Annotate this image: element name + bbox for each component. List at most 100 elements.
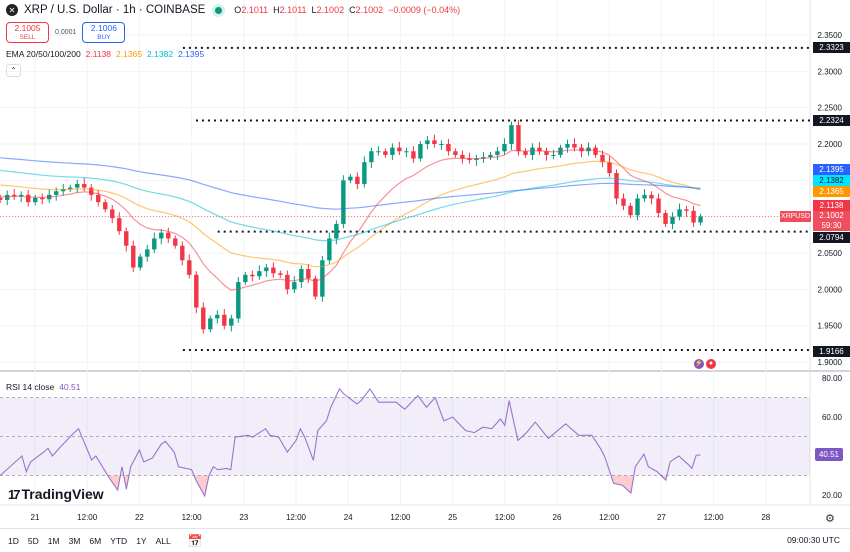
clock-utc[interactable]: 09:00:30 UTC bbox=[787, 535, 840, 545]
tradingview-logo[interactable]: 17 TradingView bbox=[8, 486, 104, 502]
candle-body bbox=[453, 151, 458, 155]
time-tick-label: 12:00 bbox=[77, 513, 98, 522]
candle-body bbox=[355, 176, 360, 184]
candle-body bbox=[460, 154, 465, 159]
time-tick-label: 26 bbox=[552, 513, 562, 522]
rsi-legend[interactable]: RSI 14 close 40.51 bbox=[6, 382, 80, 392]
ema100-line bbox=[0, 169, 701, 242]
candle-body bbox=[180, 245, 185, 261]
candle-body bbox=[89, 187, 94, 195]
ema200-line bbox=[0, 157, 701, 210]
range-all[interactable]: ALL bbox=[155, 535, 171, 546]
candle-body bbox=[208, 318, 213, 330]
range-ytd[interactable]: YTD bbox=[110, 535, 128, 546]
chart-canvas[interactable]: 2.3500 2.3000 2.2500 2.2000 2.0500 2.0000 1.95… bbox=[0, 0, 850, 528]
candle-body bbox=[145, 249, 150, 257]
range-5d[interactable]: 5D bbox=[27, 535, 39, 546]
rsi-value-badge: 40.51 bbox=[815, 448, 843, 461]
candle-body bbox=[390, 147, 395, 155]
candle-body bbox=[33, 197, 38, 203]
candle-body bbox=[313, 278, 318, 297]
bar-countdown: 59:30 bbox=[821, 221, 842, 230]
price-tick-label: 1.9500 bbox=[818, 322, 843, 331]
candle-body bbox=[474, 158, 479, 160]
time-tick-label: 12:00 bbox=[494, 513, 515, 522]
symbol-header: ✕ XRP / U.S. Dollar · 1h · COINBASE O2.1… bbox=[6, 4, 460, 16]
settings-gear-icon[interactable]: ⚙ bbox=[825, 513, 835, 525]
go-to-date-calendar-icon[interactable]: 📅 bbox=[187, 533, 203, 548]
candle-body bbox=[229, 318, 234, 326]
last-price-badge: 2.1002 59:30 bbox=[813, 211, 850, 231]
candle-body bbox=[362, 162, 367, 184]
close-value: 2.1002 bbox=[355, 5, 384, 15]
high-label: H bbox=[273, 5, 280, 15]
candle-body bbox=[138, 256, 143, 268]
candle-body bbox=[649, 194, 654, 199]
bottom-toolbar: 1D 5D 1M 3M 6M YTD 1Y ALL 📅 bbox=[0, 528, 850, 552]
candle-body bbox=[299, 268, 304, 283]
candle-body bbox=[621, 198, 626, 206]
candle-body bbox=[642, 194, 647, 199]
event-icon-1[interactable]: ⚡ bbox=[694, 359, 704, 369]
candle-body bbox=[131, 245, 136, 268]
candle-body bbox=[110, 209, 115, 219]
close-label: C bbox=[349, 5, 356, 15]
candle-body bbox=[369, 151, 374, 163]
time-tick-label: 25 bbox=[448, 513, 458, 522]
candle-body bbox=[656, 198, 661, 214]
candle-body bbox=[278, 273, 283, 275]
candle-body bbox=[341, 180, 346, 224]
candle-body bbox=[159, 232, 164, 239]
sell-price: 2.1005 bbox=[14, 23, 41, 33]
symbol-title[interactable]: XRP / U.S. Dollar · 1h · COINBASE bbox=[24, 4, 206, 16]
range-1y[interactable]: 1Y bbox=[136, 535, 147, 546]
rsi-tick-label: 80.00 bbox=[822, 374, 843, 383]
event-icon-2[interactable]: ● bbox=[706, 359, 716, 369]
candle-body bbox=[166, 232, 171, 239]
range-1d[interactable]: 1D bbox=[8, 535, 19, 546]
time-tick-label: 12:00 bbox=[599, 513, 620, 522]
tradingview-wordmark: TradingView bbox=[21, 486, 104, 502]
candle-body bbox=[292, 282, 297, 290]
collapse-legend-button[interactable]: ⌃ bbox=[6, 64, 21, 77]
time-tick-label: 12:00 bbox=[390, 513, 411, 522]
sell-button[interactable]: 2.1005 SELL bbox=[6, 22, 49, 43]
buy-button[interactable]: 2.1006 BUY bbox=[82, 22, 126, 43]
ema20-line bbox=[0, 149, 701, 291]
candle-body bbox=[411, 151, 416, 159]
level-badge-2-2324: 2.2324 bbox=[813, 115, 850, 126]
candle-body bbox=[628, 205, 633, 216]
price-tick-label: 2.3000 bbox=[818, 67, 843, 76]
range-6m[interactable]: 6M bbox=[89, 535, 102, 546]
candle-body bbox=[257, 271, 262, 277]
level-badge-2-0794: 2.0794 bbox=[813, 232, 850, 243]
candle-body bbox=[614, 173, 619, 199]
price-tick-label: 2.0000 bbox=[818, 285, 843, 294]
candle-body bbox=[327, 238, 332, 261]
candle-body bbox=[495, 151, 500, 155]
price-tick-label: 2.2500 bbox=[818, 104, 843, 113]
candle-body bbox=[68, 187, 73, 190]
open-value: 2.1011 bbox=[241, 5, 269, 15]
rsi-oversold-fill bbox=[0, 475, 701, 496]
candle-body bbox=[551, 154, 556, 156]
range-3m[interactable]: 3M bbox=[68, 535, 81, 546]
candle-body bbox=[446, 144, 451, 152]
candle-body bbox=[75, 183, 80, 188]
time-tick-label: 28 bbox=[761, 513, 771, 522]
xrp-logo-icon: ✕ bbox=[6, 4, 18, 16]
time-tick-label: 23 bbox=[239, 513, 249, 522]
ema200-value: 2.1395 bbox=[178, 49, 205, 59]
candle-body bbox=[467, 158, 472, 160]
candle-body bbox=[26, 194, 31, 203]
time-tick-label: 12:00 bbox=[285, 513, 307, 522]
candle-body bbox=[194, 274, 199, 308]
price-tick-label: 2.2000 bbox=[818, 140, 843, 149]
ema-legend[interactable]: EMA 20/50/100/200 2.1138 2.1365 2.1382 2… bbox=[6, 49, 204, 59]
buy-label: BUY bbox=[97, 34, 111, 41]
time-tick-label: 12:00 bbox=[703, 513, 724, 522]
market-status-icon[interactable] bbox=[215, 6, 223, 14]
candle-body bbox=[236, 282, 241, 319]
candle-body bbox=[439, 144, 444, 146]
range-1m[interactable]: 1M bbox=[47, 535, 60, 546]
